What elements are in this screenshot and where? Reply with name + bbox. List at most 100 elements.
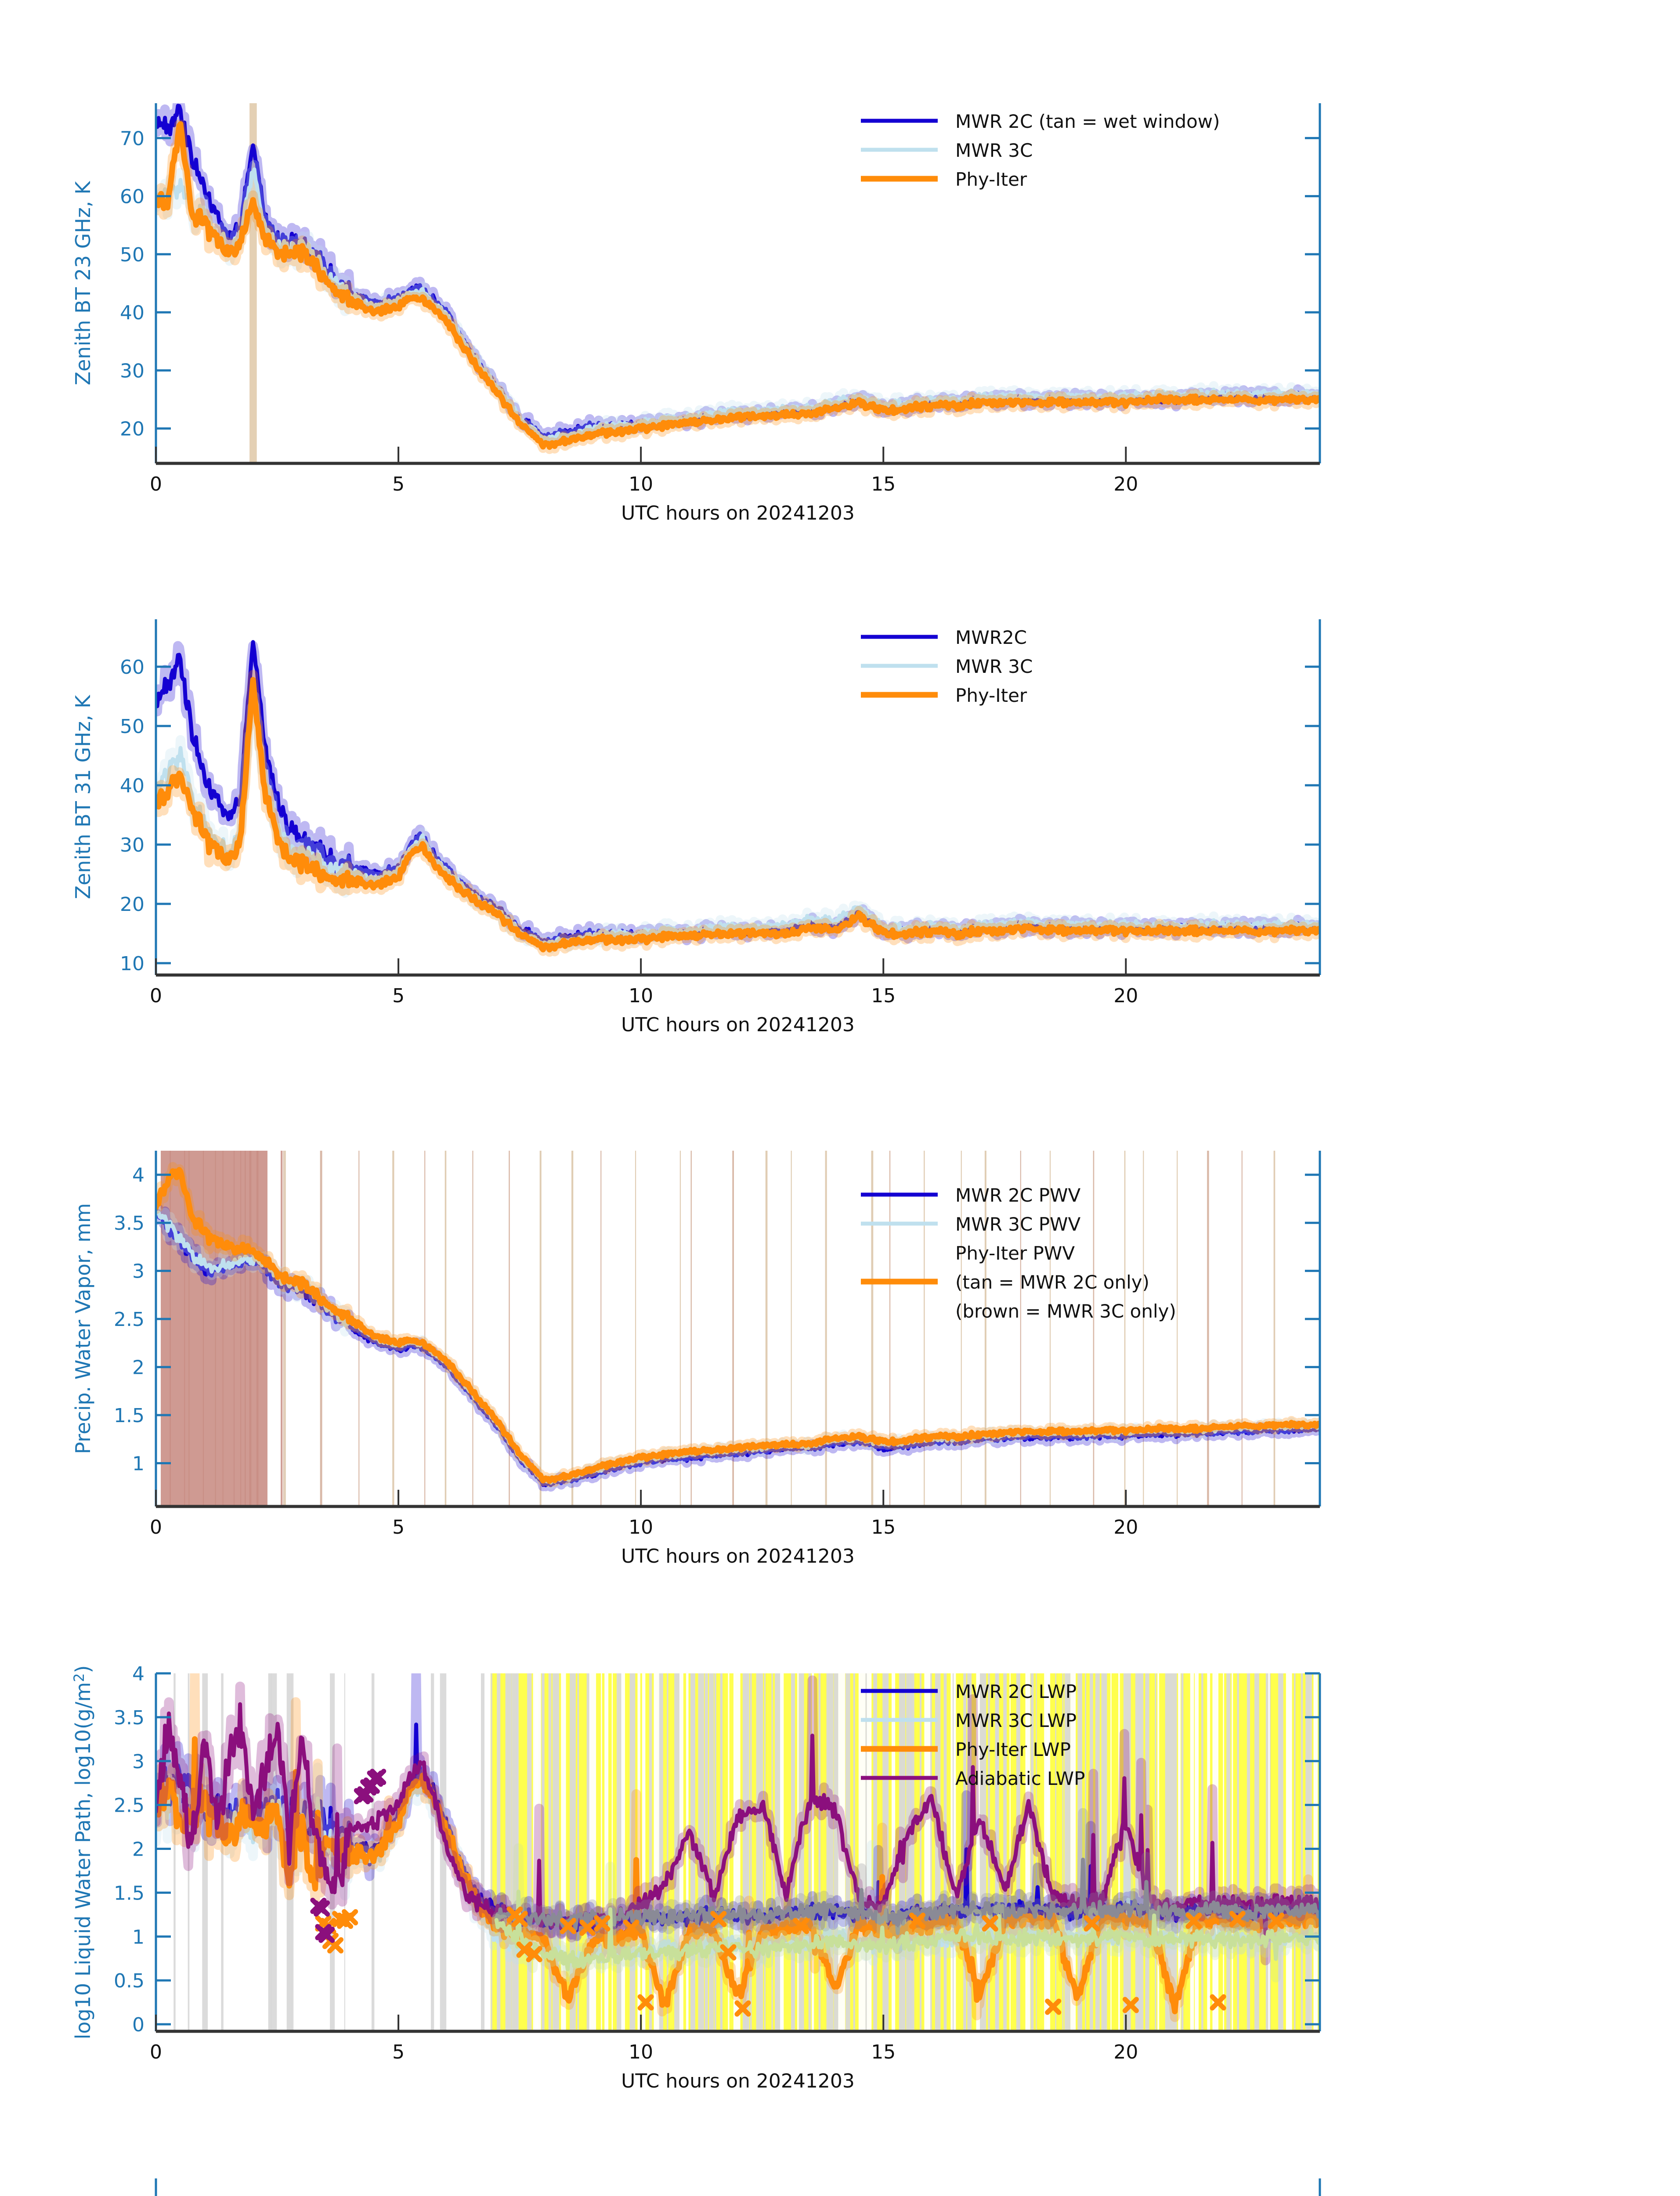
vertical-stripe (791, 1151, 792, 1506)
y-tick-label: 1.5 (114, 1882, 145, 1904)
vertical-stripe (1226, 1673, 1231, 2031)
vertical-stripe (240, 1151, 242, 1506)
x-axis-label: UTC hours on 20241203 (621, 1545, 855, 1568)
vertical-stripe (1241, 1151, 1243, 1506)
trace-phy-iter (156, 121, 1320, 450)
y-tick-label: 1 (132, 1452, 145, 1475)
marker-phy-iter-x (982, 1915, 998, 1932)
chart-mwr-phy-iter-dq-flag: 024681005101520UTC hours on 20241203MWR … (155, 2178, 1321, 2196)
vertical-stripe (791, 1673, 795, 2031)
x-tick-label: 20 (1113, 2041, 1138, 2063)
vertical-stripe (1128, 1673, 1131, 2031)
vertical-stripe (222, 1151, 224, 1506)
vertical-stripe (919, 1673, 921, 2031)
marker-phy-iter-x (734, 2000, 751, 2017)
y-tick-label: 4 (132, 1663, 145, 1685)
y-axis-label: Zenith BT 31 GHz, K (71, 694, 95, 899)
marker-phy-iter-x (1229, 1911, 1246, 1927)
vertical-stripe (1237, 1673, 1239, 2031)
vertical-stripe (170, 1151, 171, 1506)
panel-bt23: 20 30 40 50 60 70 0 5 10 15 20 UTC hours on 2024120… (0, 0, 1680, 562)
x-tick-label: 10 (629, 2041, 653, 2063)
vertical-stripe (659, 1673, 663, 2031)
vertical-stripe (1101, 1673, 1107, 2031)
x-axis-label: UTC hours on 20241203 (621, 502, 855, 524)
chart-log10-liquid-water-path-log10-g-m2-: 0 0.5 1 1.5 2 2.5 3 3.5 4 0 5 10 15 20 UTC hours on 20… (71, 1663, 1321, 2092)
x-tick-label: 15 (871, 2041, 896, 2063)
vertical-stripe (674, 1673, 681, 2031)
vertical-stripe (1124, 1151, 1126, 1506)
trace-adiabatic-lwp (156, 1702, 1320, 1936)
vertical-stripe (745, 1673, 749, 2031)
legend-label: MWR 3C LWP (955, 1710, 1077, 1731)
vertical-stripe (548, 1673, 552, 2031)
trace-phy-iter (156, 677, 1320, 953)
vertical-stripe (1232, 1673, 1233, 2031)
x-tick-label: 5 (392, 1516, 405, 1539)
vertical-stripe (611, 1673, 613, 2031)
vertical-stripe (440, 1673, 447, 2031)
vertical-stripe (714, 1673, 716, 2031)
vertical-stripe (1178, 1673, 1181, 2031)
vertical-stripe (679, 1151, 681, 1506)
x-axis-label: UTC hours on 20241203 (621, 1014, 855, 1036)
vertical-stripe (589, 1673, 596, 2031)
vertical-stripe (1077, 1673, 1082, 2031)
chart-zenith-bt-31-ghz-k: 10 20 30 40 50 60 0 5 10 15 20 UTC hours on 2024120… (71, 619, 1321, 1036)
x-tick-label: 15 (871, 985, 896, 1007)
marker-phy-iter-x (579, 1919, 596, 1936)
vertical-stripe (637, 1673, 640, 2031)
vertical-stripe (1223, 1673, 1225, 2031)
vertical-stripe (268, 1673, 272, 2031)
x-tick-label: 5 (392, 473, 405, 495)
vertical-stripe (256, 1151, 259, 1506)
vertical-stripe (1062, 1673, 1064, 2031)
vertical-stripe (221, 1673, 224, 2031)
vertical-stripe (481, 1673, 485, 2031)
vertical-stripe (742, 1673, 747, 2031)
x-axis-label: UTC hours on 20241203 (621, 2070, 855, 2092)
vertical-stripe (1207, 1151, 1209, 1506)
vertical-stripe (188, 1151, 190, 1506)
marker-adiabatic-x (370, 1769, 387, 1785)
vertical-stripe (173, 1673, 176, 2031)
panel-bt31: 10 20 30 40 50 60 0 5 10 15 20 UTC hours on 2024120… (0, 531, 1680, 1076)
vertical-stripe (635, 1151, 636, 1506)
y-tick-label: 60 (120, 186, 145, 208)
vertical-stripe (1286, 1673, 1292, 2031)
x-tick-label: 0 (150, 985, 162, 1007)
x-tick-label: 5 (392, 985, 405, 1007)
vertical-stripe (284, 1151, 286, 1506)
y-axis-label: log10 Liquid Water Path, log10(g/m2) (71, 1665, 95, 2040)
y-tick-label: 40 (120, 775, 145, 797)
vertical-stripe (505, 1673, 512, 2031)
vertical-stripe (1268, 1673, 1270, 2031)
vertical-stripe (924, 1151, 925, 1506)
chart-precip-water-vapor-mm: 1 1.5 2 2.5 3 3.5 4 0 5 10 15 20 UTC hours on 202412… (71, 1151, 1321, 1568)
vertical-stripe (1085, 1673, 1087, 2031)
vertical-stripe (996, 1673, 999, 2031)
chart-zenith-bt-23-ghz-k: 20 30 40 50 60 70 0 5 10 15 20 UTC hours on 2024120… (71, 103, 1321, 524)
vertical-stripe (1181, 1673, 1184, 2031)
vertical-stripe (891, 1673, 896, 2031)
vertical-stripe (750, 1673, 752, 2031)
vertical-stripe (667, 1673, 668, 2031)
vertical-stripe (1009, 1673, 1011, 2031)
marker-phy-iter-x (793, 1918, 809, 1934)
y-tick-label: 20 (120, 418, 145, 441)
vertical-stripe (542, 1673, 545, 2031)
vertical-stripe (988, 1673, 990, 2031)
vertical-stripe (686, 1673, 689, 2031)
vertical-stripe (1294, 1673, 1296, 2031)
vertical-stripe (1157, 1673, 1160, 2031)
vertical-stripe (1110, 1673, 1112, 2031)
vertical-stripe (1265, 1673, 1271, 2031)
vertical-stripe (930, 1673, 932, 2031)
vertical-stripe (780, 1673, 784, 2031)
legend-label: MWR 2C (tan = wet window) (955, 111, 1220, 132)
vertical-stripe (910, 1673, 914, 2031)
trace-phy-iter-pwv-halo (156, 1162, 1320, 1488)
vertical-stripe (732, 1151, 734, 1506)
vertical-stripe (1030, 1673, 1034, 2031)
